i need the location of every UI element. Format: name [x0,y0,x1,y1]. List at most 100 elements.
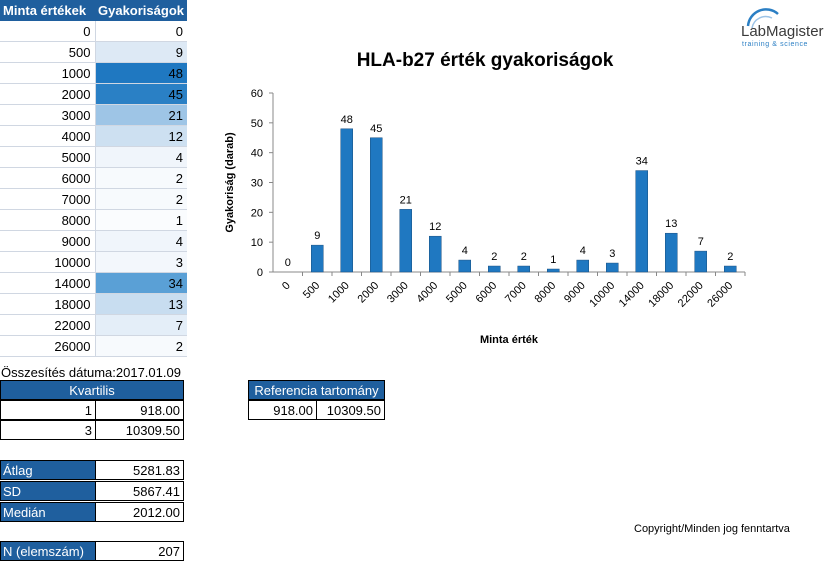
data-label: 13 [665,218,677,230]
data-label: 48 [341,114,353,126]
frequency-cell: 2 [94,335,187,357]
data-label: 4 [580,245,586,257]
frequency-table: Minta értékek Gyakoriságok 0 0 500 9 1000 48 2… [0,0,187,357]
mean-value: 5281.83 [95,460,184,480]
frequency-cell: 2 [94,188,187,210]
y-tick-label: 60 [251,88,263,100]
bar [311,244,324,273]
logo-arc-icon [746,8,779,29]
x-tick-label: 14000 [617,280,647,310]
bar [340,128,353,273]
table-row: 7000 2 [0,188,187,210]
sd-label: SD [0,481,96,501]
median-label: Medián [0,502,96,522]
median-value: 2012.00 [95,502,184,522]
quartile-header: Kvartilis [0,380,184,400]
bar [576,259,589,273]
reference-header: Referencia tartomány [248,380,385,400]
logo-tagline: training & science [742,41,809,48]
frequency-table-body: 0 0 500 9 1000 48 2000 45 3000 21 4000 12 5000 4 6000 2… [0,21,187,357]
y-tick-label: 20 [251,207,263,219]
table-row: 18000 13 [0,293,187,315]
sample-value-cell: 8000 [0,209,95,231]
frequency-cell: 13 [94,293,187,315]
sample-value-cell: 3000 [0,104,95,126]
bar [547,268,560,273]
x-tick-label: 2000 [356,280,382,306]
data-label: 34 [636,156,648,168]
chart-title: HLA-b27 érték gyakoriságok [356,50,614,71]
x-tick-label: 10000 [587,280,617,310]
sample-value-cell: 7000 [0,188,95,210]
column-header-values: Minta értékek [0,0,95,21]
table-row: 6000 2 [0,167,187,189]
bar-chart: 0102030405060009500481000452000213000124… [224,88,746,346]
data-label: 45 [370,123,382,135]
sample-value-cell: 14000 [0,272,95,294]
x-tick-label: 5000 [444,280,470,306]
bar [458,259,471,273]
data-label: 12 [429,221,441,233]
labmagister-logo: LabMagister training & science [738,4,824,52]
y-axis-title: Gyakoriság (darab) [224,132,236,233]
n-value: 207 [95,541,184,561]
bar [606,262,619,273]
table-row: 5000 4 [0,146,187,168]
sample-value-cell: 26000 [0,335,95,357]
quartile-1-value: 918.00 [95,400,184,420]
frequency-cell: 12 [94,125,187,147]
frequency-cell: 3 [94,251,187,273]
x-tick-label: 500 [301,280,322,301]
y-tick-label: 30 [251,178,263,190]
sample-value-cell: 5000 [0,146,95,168]
frequency-cell: 48 [94,62,187,84]
reference-high: 10309.50 [316,400,385,420]
y-tick-label: 40 [251,148,263,160]
quartile-3-number: 3 [0,420,96,440]
data-label: 4 [462,245,468,257]
table-row: 14000 34 [0,272,187,294]
y-tick-label: 50 [251,118,263,130]
y-tick-label: 0 [257,267,263,279]
table-row: 2000 45 [0,83,187,105]
data-label: 2 [491,251,497,263]
frequency-cell: 21 [94,104,187,126]
x-tick-label: 18000 [646,280,676,310]
table-row: 26000 2 [0,335,187,357]
table-row: 10000 3 [0,251,187,273]
data-label: 1 [550,254,556,266]
copyright-text: Copyright/Minden jog fenntartva [634,523,790,535]
table-row: 22000 7 [0,314,187,336]
x-tick-label: 22000 [676,280,706,310]
table-row: 1000 48 [0,62,187,84]
data-label: 3 [609,248,615,260]
frequency-cell: 7 [94,314,187,336]
x-tick-label: 1000 [326,280,352,306]
frequency-cell: 34 [94,272,187,294]
table-row: 4000 12 [0,125,187,147]
x-tick-label: 8000 [533,280,559,306]
bar [370,137,383,273]
frequency-cell: 9 [94,41,187,63]
y-tick-label: 10 [251,237,263,249]
frequency-cell: 1 [94,209,187,231]
sample-value-cell: 0 [0,21,95,42]
data-label: 2 [521,251,527,263]
x-tick-label: 6000 [474,280,500,306]
frequency-table-header: Minta értékek Gyakoriságok [0,0,187,21]
summary-date: Összesítés dátuma:2017.01.09 [1,365,181,380]
sample-value-cell: 6000 [0,167,95,189]
quartile-1-number: 1 [0,400,96,420]
data-label: 7 [698,236,704,248]
sample-value-cell: 18000 [0,293,95,315]
frequency-cell: 2 [94,167,187,189]
x-tick-label: 4000 [415,280,441,306]
sd-value: 5867.41 [95,481,184,501]
data-label: 2 [727,251,733,263]
table-row: 9000 4 [0,230,187,252]
bar [429,235,442,273]
table-row: 3000 21 [0,104,187,126]
sample-value-cell: 9000 [0,230,95,252]
x-tick-label: 3000 [385,280,411,306]
